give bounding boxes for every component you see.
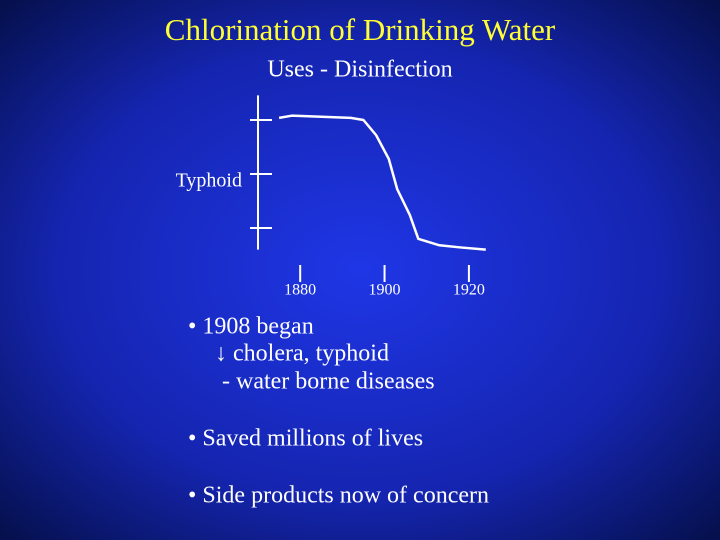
y-axis-label: Typhoid [176,170,242,192]
bullet-text: - water borne diseases [222,369,435,395]
slide-subtitle: Uses - Disinfection [267,57,452,83]
bullet-text: • 1908 began [188,314,314,340]
bullet-text: ↓ cholera, typhoid [215,341,389,367]
slide-title: Chlorination of Drinking Water [165,12,556,47]
x-tick-label: 1920 [453,282,485,299]
x-tick-label: 1880 [284,282,316,299]
data-line [278,114,486,251]
bullet-text: • Side products now of concern [188,483,489,509]
x-tick-label: 1900 [369,282,401,299]
bullet-text: • Saved millions of lives [188,426,423,452]
